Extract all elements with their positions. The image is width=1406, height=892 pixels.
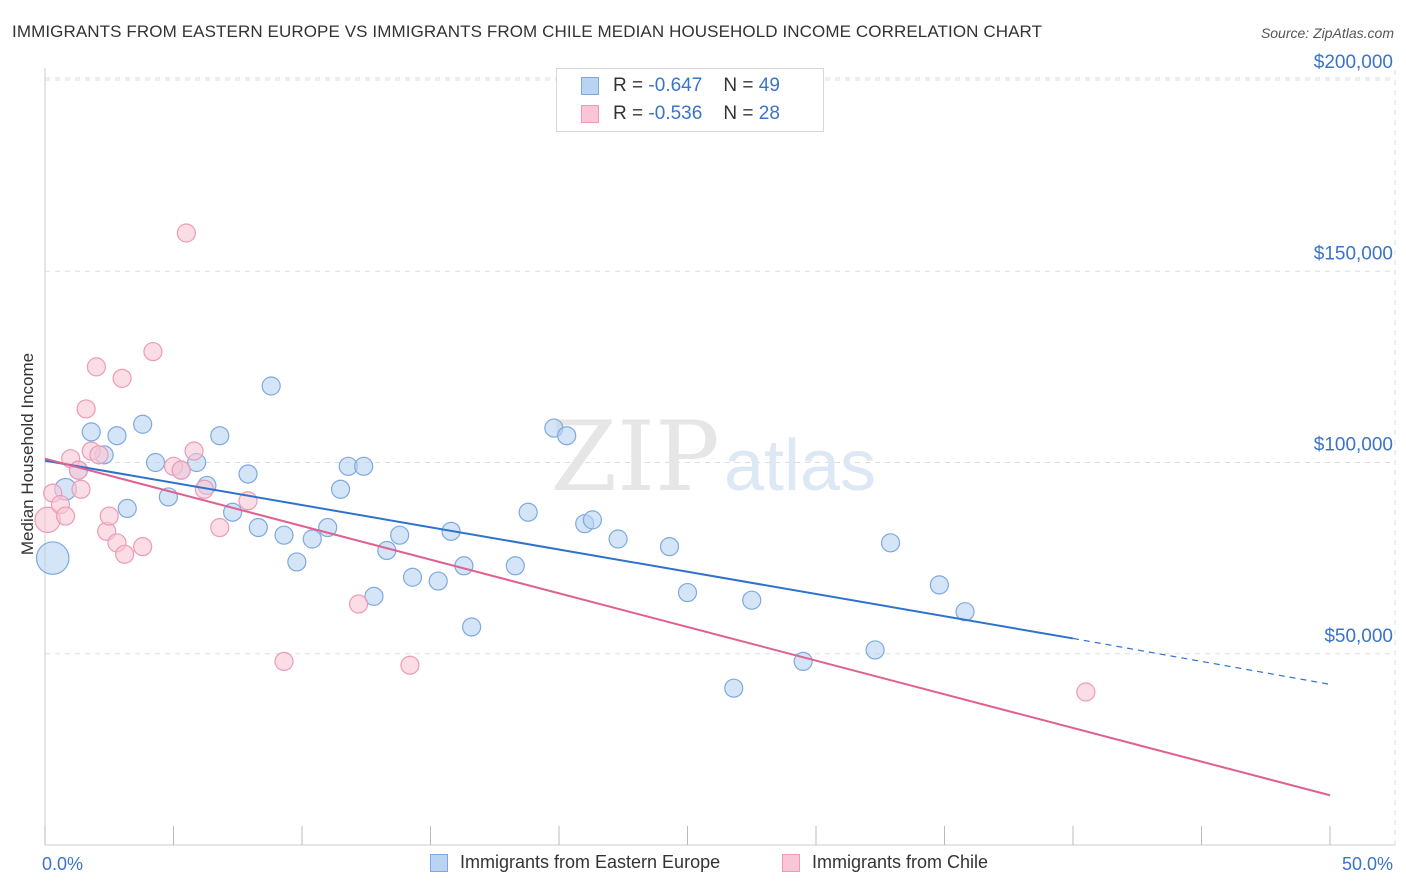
data-point: [287, 552, 307, 572]
data-point: [223, 502, 243, 522]
data-point: [171, 460, 191, 480]
trend-line-eastern-europe: [44, 459, 1074, 640]
data-point: [724, 678, 744, 698]
bottom-legend-swatch-blue: [430, 853, 448, 872]
data-point: [99, 506, 119, 526]
legend-r-label: R =: [613, 103, 644, 124]
data-point: [238, 464, 258, 484]
data-point: [462, 617, 482, 637]
x-tick-label-end: 50.0%: [1342, 854, 1393, 874]
data-point: [428, 571, 448, 591]
source-label: Source: ZipAtlas.com: [1260, 25, 1394, 41]
data-point: [210, 426, 230, 446]
legend-swatch-pink: [581, 105, 599, 123]
bottom-legend-swatch-pink: [782, 853, 800, 872]
y-tick-label: $200,000: [1314, 52, 1393, 73]
trend-line-chile: [44, 457, 1331, 797]
data-point: [145, 452, 166, 473]
legend-n-value: 28: [758, 103, 780, 124]
data-point: [89, 445, 109, 465]
data-point: [274, 651, 294, 672]
axis-tick-labels: $50,000 $100,000 $150,000 $200,000 0.0% 50.0%: [42, 52, 1393, 874]
data-point: [505, 556, 525, 576]
data-point: [557, 426, 577, 446]
data-point: [76, 399, 96, 419]
x-tick-label-start: 0.0%: [42, 854, 83, 874]
data-point: [261, 376, 281, 396]
data-point: [677, 582, 698, 603]
data-point: [35, 541, 70, 575]
legend-n-label: N =: [723, 75, 754, 96]
data-point: [210, 517, 230, 538]
y-tick-label: $50,000: [1324, 626, 1393, 647]
data-point: [133, 414, 153, 434]
data-point: [112, 368, 132, 388]
watermark: ZIP atlas: [550, 401, 876, 513]
chart-title: IMMIGRANTS FROM EASTERN EUROPE VS IMMIGR…: [12, 22, 1043, 41]
legend-row-chile: R = -0.536 N = 28: [581, 102, 780, 126]
watermark-atlas: atlas: [724, 426, 876, 506]
data-point: [865, 640, 885, 660]
data-point: [400, 655, 420, 675]
data-point: [390, 525, 410, 545]
legend-n-value: 49: [758, 75, 780, 96]
grid-lines: [45, 70, 1396, 845]
data-point: [302, 529, 322, 549]
series-chile-points: [34, 223, 1096, 702]
watermark-zip: ZIP: [550, 401, 719, 513]
series-eastern-europe-points: [35, 376, 975, 698]
data-point: [929, 575, 949, 595]
data-point: [68, 460, 89, 480]
data-point: [86, 357, 107, 377]
data-point: [742, 590, 762, 610]
y-tick-label: $100,000: [1314, 435, 1393, 456]
data-point: [184, 441, 204, 461]
data-point: [1076, 682, 1096, 702]
correlation-legend: R = -0.647 N = 49 R = -0.536 N = 28: [556, 68, 824, 132]
data-point: [81, 422, 101, 442]
bottom-legend-eastern-europe: Immigrants from Eastern Europe: [430, 852, 720, 873]
bottom-legend-chile: Immigrants from Chile: [782, 852, 988, 873]
legend-r-label: R =: [613, 75, 644, 96]
legend-row-eastern-europe: R = -0.647 N = 49: [581, 74, 780, 98]
data-point: [354, 456, 374, 476]
data-point: [348, 594, 369, 614]
bottom-legend-label: Immigrants from Eastern Europe: [460, 852, 721, 872]
legend-r-value: -0.647: [648, 75, 703, 96]
data-point: [402, 567, 423, 587]
axes: [44, 68, 1395, 846]
data-point: [880, 533, 901, 553]
y-tick-label: $150,000: [1314, 243, 1393, 264]
data-point: [330, 479, 351, 499]
data-point: [659, 537, 680, 557]
legend-r-value: -0.536: [648, 103, 703, 124]
y-axis-label: Median Household Income: [18, 352, 37, 556]
data-point: [143, 341, 163, 362]
data-point: [133, 537, 153, 557]
trend-line-eastern-europe-extension: [1072, 637, 1331, 685]
trend-lines: [44, 457, 1331, 797]
legend-n-label: N =: [723, 103, 754, 124]
data-point: [176, 223, 196, 243]
data-point: [115, 544, 135, 564]
data-point: [71, 479, 91, 499]
data-point: [107, 426, 127, 446]
data-point: [364, 586, 384, 606]
data-point: [117, 498, 137, 518]
data-point: [518, 502, 538, 522]
bottom-legend-label: Immigrants from Chile: [812, 852, 989, 872]
data-point: [274, 525, 294, 545]
data-point: [248, 517, 268, 538]
data-point: [55, 506, 76, 526]
data-point: [608, 529, 628, 549]
data-point: [582, 510, 603, 530]
legend-swatch-blue: [581, 77, 599, 95]
